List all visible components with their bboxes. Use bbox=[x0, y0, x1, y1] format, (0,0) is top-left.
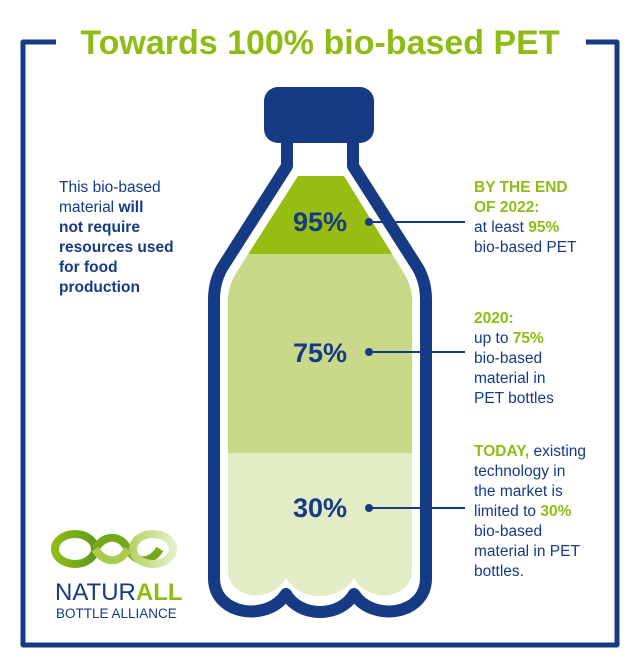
callout-heading: OF 2022: bbox=[474, 199, 539, 216]
callout-2020: 2020: up to 75% bio-based material in PE… bbox=[474, 310, 554, 407]
fill-level-75 bbox=[228, 254, 412, 453]
callout-line: TODAY, existing bbox=[474, 443, 586, 460]
callout-heading: 2020: bbox=[474, 310, 514, 327]
logo-name: NATURALL bbox=[55, 579, 183, 606]
callout-line: material in bbox=[474, 370, 546, 387]
note-line: This bio-based bbox=[59, 179, 161, 196]
bottle bbox=[208, 87, 432, 618]
callout-line: up to 75% bbox=[474, 330, 544, 347]
callout-line: limited to 30% bbox=[474, 503, 572, 520]
callout-line: bottles. bbox=[474, 563, 524, 580]
callout-line: technology in bbox=[474, 463, 565, 480]
bottle-cap bbox=[264, 87, 374, 143]
callout-line: at least 95% bbox=[474, 219, 560, 236]
frame-border bbox=[20, 39, 620, 648]
fill-level-30 bbox=[228, 453, 412, 596]
note-line: for food bbox=[59, 259, 118, 276]
note-line: production bbox=[59, 279, 140, 296]
callout-heading: BY THE END bbox=[474, 179, 568, 196]
left-note: This bio-based material will not require… bbox=[59, 179, 174, 296]
callout-line: bio-based bbox=[474, 350, 542, 367]
page-title: Towards 100% bio-based PET bbox=[80, 24, 560, 62]
logo-subtitle: BOTTLE ALLIANCE bbox=[56, 606, 177, 621]
callout-line: material in PET bbox=[474, 543, 580, 560]
callout-line: bio-based PET bbox=[474, 239, 577, 256]
note-line: material will bbox=[59, 199, 143, 216]
naturall-logo: NATURALL BOTTLE ALLIANCE bbox=[51, 530, 183, 621]
level-label-30: 30% bbox=[293, 493, 347, 523]
callout-line: bio-based bbox=[474, 523, 542, 540]
level-label-75: 75% bbox=[293, 338, 347, 368]
callout-line: PET bottles bbox=[474, 390, 554, 407]
callout-today: TODAY, existing technology in the market… bbox=[474, 443, 586, 580]
note-line: resources used bbox=[59, 239, 174, 256]
bottle-outline bbox=[208, 140, 432, 618]
level-label-95: 95% bbox=[293, 207, 347, 237]
note-line: not require bbox=[59, 219, 140, 236]
infinity-loop-icon bbox=[51, 530, 177, 568]
callout-line: the market is bbox=[474, 483, 563, 500]
callout-2022: BY THE END OF 2022: at least 95% bio-bas… bbox=[474, 179, 577, 256]
